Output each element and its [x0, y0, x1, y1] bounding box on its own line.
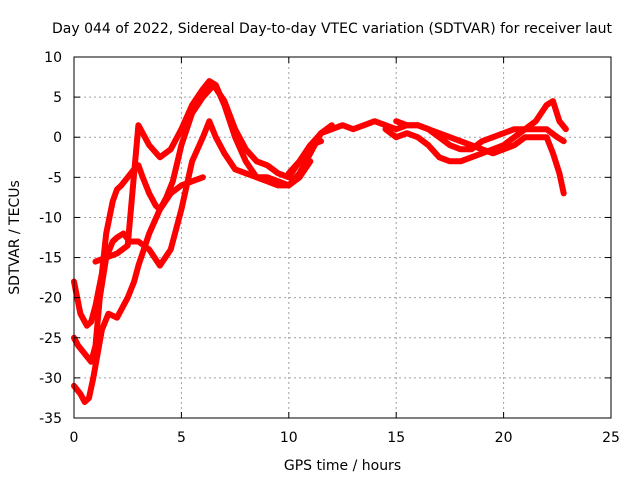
data-series-group: [71, 78, 569, 405]
x-tick-label: 5: [177, 430, 186, 446]
plot-frame: [73, 56, 612, 419]
grid: [74, 57, 611, 418]
series-track-4: [92, 78, 335, 265]
series-track-2: [71, 118, 314, 365]
y-tick-label: -35: [39, 411, 62, 427]
x-axis-label: GPS time / hours: [284, 458, 401, 474]
y-axis-label: SDTVAR / TECUs: [7, 180, 23, 295]
x-tick-label: 20: [495, 430, 513, 446]
series-track-6: [382, 98, 569, 165]
x-tick-labels: 0 5 10 15 20 25: [70, 430, 620, 446]
x-tick-label: 0: [70, 430, 79, 446]
y-tick-label: -30: [39, 371, 62, 387]
y-tick-label: -25: [39, 331, 62, 347]
x-tick-label: 15: [387, 430, 405, 446]
y-tick-label: 0: [53, 130, 62, 146]
series-track-7: [393, 118, 567, 197]
y-tick-labels: -35 -30 -25 -20 -15 -10 -5 0 5 10: [39, 50, 62, 427]
y-tick-label: 5: [53, 90, 62, 106]
x-tick-label: 10: [280, 430, 298, 446]
series-track-1: [71, 82, 324, 329]
x-tick-label: 25: [602, 430, 620, 446]
y-tick-label: -20: [39, 291, 62, 307]
chart-title: Day 044 of 2022, Sidereal Day-to-day VTE…: [52, 21, 613, 37]
series-track-3: [71, 174, 206, 405]
y-tick-label: -10: [39, 210, 62, 226]
y-tick-label: -15: [39, 251, 62, 267]
tick-marks: [73, 56, 612, 419]
y-tick-label: 10: [44, 50, 62, 66]
y-tick-label: -5: [48, 170, 62, 186]
